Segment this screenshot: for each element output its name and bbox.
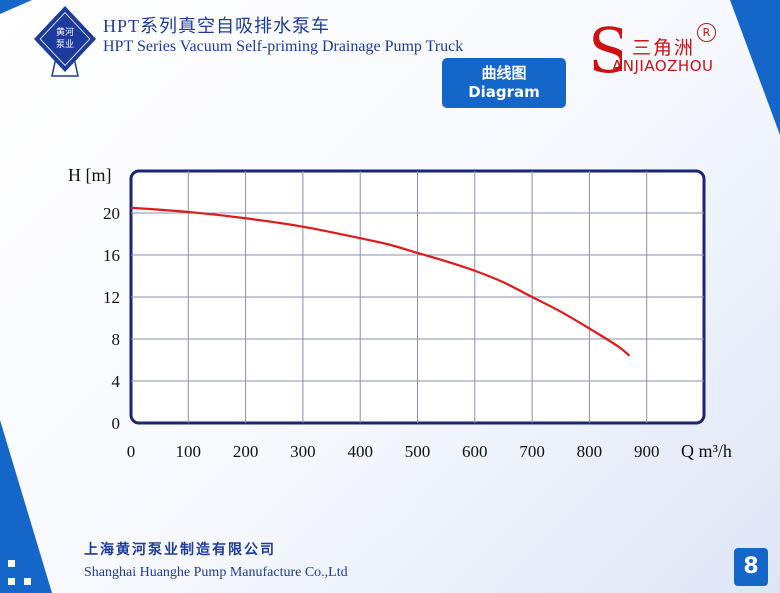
brand-logo-s: S: [588, 18, 622, 78]
diagram-label-chinese: 曲线图: [481, 64, 527, 82]
pump-performance-chart: 0 100 200 300 400 500 600 700 800 900 0 4 8 12 16 20 H …: [68, 165, 732, 461]
corner-decoration-bottom-left: [0, 420, 52, 593]
y-tick-label: 16: [103, 246, 120, 265]
logo-text-line1: 黄河: [56, 26, 74, 38]
corner-decoration-top-right: [730, 0, 780, 135]
brand-name-chinese: 三角洲: [632, 37, 696, 59]
head-flow-curve: [130, 206, 631, 357]
page-number: 8: [734, 548, 768, 586]
corner-decoration-top-left: [0, 0, 32, 14]
page-title-chinese: HPT系列真空自吸排水泵车: [103, 16, 331, 36]
brand-letter: S: [588, 18, 622, 78]
y-tick-label: 20: [103, 204, 120, 223]
tick-labels: 0 100 200 300 400 500 600 700 800 900 0 4 8 12 16 20: [103, 204, 659, 461]
x-tick-label: 600: [462, 442, 488, 461]
brand-name-english: ANJIAOZHOU: [612, 57, 714, 75]
diagram-button[interactable]: 曲线图 Diagram: [442, 58, 566, 108]
x-tick-label: 900: [634, 442, 660, 461]
footer-company-english: Shanghai Huanghe Pump Manufacture Co.,Lt…: [84, 565, 348, 580]
y-tick-label: 0: [112, 414, 121, 433]
y-tick-label: 8: [112, 330, 121, 349]
logo-text-line2: 泵业: [56, 39, 74, 50]
x-tick-label: 500: [405, 442, 431, 461]
x-tick-label: 400: [347, 442, 373, 461]
x-axis-label: Q m³/h: [681, 441, 732, 461]
x-tick-label: 100: [176, 442, 202, 461]
page-title-english: HPT Series Vacuum Self-priming Drainage …: [103, 38, 464, 55]
y-tick-label: 4: [112, 372, 121, 391]
y-tick-label: 12: [103, 288, 120, 307]
x-tick-label: 300: [290, 442, 316, 461]
x-tick-label: 200: [233, 442, 259, 461]
y-axis-label: H [m]: [68, 165, 112, 185]
diagram-label-english: Diagram: [468, 83, 540, 101]
x-tick-label: 0: [127, 442, 136, 461]
footer-company-chinese: 上海黄河泵业制造有限公司: [84, 542, 276, 558]
x-tick-label: 800: [577, 442, 603, 461]
company-logo: 黄河 泵业: [34, 6, 96, 77]
x-tick-label: 700: [519, 442, 545, 461]
registered-mark: R: [697, 23, 716, 42]
